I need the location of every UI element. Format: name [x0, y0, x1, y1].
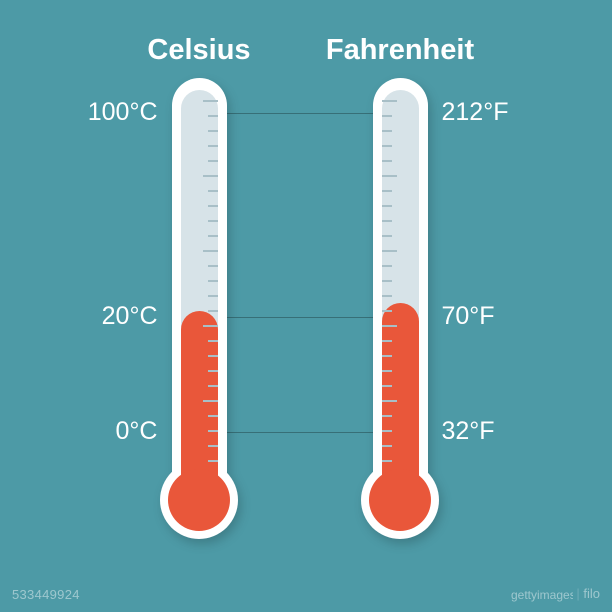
- tick-major: [382, 325, 397, 327]
- tick-minor: [382, 445, 392, 447]
- thermometer-fahrenheit: [0, 0, 612, 612]
- tick-minor: [382, 220, 392, 222]
- scale-label: 32°F: [442, 417, 495, 446]
- tick-minor: [382, 145, 392, 147]
- tick-minor: [382, 265, 392, 267]
- tick-minor: [382, 385, 392, 387]
- tick-major: [382, 400, 397, 402]
- tick-minor: [382, 235, 392, 237]
- tick-minor: [382, 190, 392, 192]
- scale-label: 70°F: [442, 302, 495, 331]
- thermo-title-fahrenheit: Fahrenheit: [290, 34, 510, 67]
- tick-minor: [382, 340, 392, 342]
- tick-minor: [382, 280, 392, 282]
- tick-minor: [382, 310, 392, 312]
- tick-major: [382, 100, 397, 102]
- watermark-credit: gettyimages | filo: [511, 586, 600, 602]
- tick-major: [382, 175, 397, 177]
- tick-minor: [382, 370, 392, 372]
- tick-minor: [382, 355, 392, 357]
- tick-minor: [382, 205, 392, 207]
- thermometer-comparison-diagram: Celsius100°C20°C0°CFahrenheit212°F70°F32…: [0, 0, 612, 612]
- tick-minor: [382, 430, 392, 432]
- tick-minor: [382, 415, 392, 417]
- scale-label: 212°F: [442, 98, 509, 127]
- svg-text:gettyimages: gettyimages: [511, 588, 573, 602]
- tick-minor: [382, 460, 392, 462]
- tick-major: [382, 250, 397, 252]
- getty-logo-icon: gettyimages: [511, 588, 573, 602]
- tick-minor: [382, 130, 392, 132]
- tick-minor: [382, 115, 392, 117]
- watermark-id: 533449924: [12, 587, 80, 602]
- tick-minor: [382, 160, 392, 162]
- tick-minor: [382, 295, 392, 297]
- thermo-bulb-fluid: [369, 469, 431, 531]
